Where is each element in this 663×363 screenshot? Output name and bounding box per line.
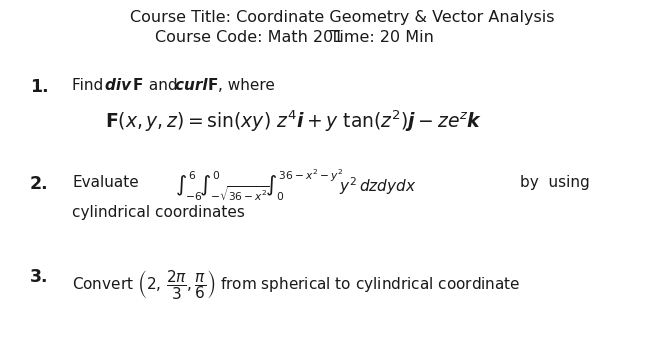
Text: 2.: 2. xyxy=(30,175,48,193)
Text: 1.: 1. xyxy=(30,78,48,96)
Text: 3.: 3. xyxy=(30,268,48,286)
Text: Evaluate: Evaluate xyxy=(72,175,139,190)
Text: Time: 20 Min: Time: 20 Min xyxy=(330,30,434,45)
Text: cylindrical coordinates: cylindrical coordinates xyxy=(72,205,245,220)
Text: F: F xyxy=(208,78,218,93)
Text: Find: Find xyxy=(72,78,108,93)
Text: by  using: by using xyxy=(520,175,590,190)
Text: Convert $\left(2,\,\dfrac{2\pi}{3},\dfrac{\pi}{6}\right)$ from spherical to cyli: Convert $\left(2,\,\dfrac{2\pi}{3},\dfra… xyxy=(72,268,520,301)
Text: $\mathbf{F}(x,y,z) = \mathrm{sin}(xy)\ z^4\boldsymbol{i} + y\ \mathrm{tan}(z^2)\: $\mathbf{F}(x,y,z) = \mathrm{sin}(xy)\ z… xyxy=(105,108,482,134)
Text: $\int_{-6}^{6}\!\int_{-\sqrt{36-x^2}}^{0}\!\int_{0}^{36-x^2-y^2}\!y^2\,dzdydx$: $\int_{-6}^{6}\!\int_{-\sqrt{36-x^2}}^{0… xyxy=(175,168,416,203)
Text: Course Title: Coordinate Geometry & Vector Analysis: Course Title: Coordinate Geometry & Vect… xyxy=(130,10,554,25)
Text: Course Code: Math 201: Course Code: Math 201 xyxy=(155,30,343,45)
Text: and: and xyxy=(144,78,182,93)
Text: div: div xyxy=(105,78,137,93)
Text: , where: , where xyxy=(218,78,275,93)
Text: F: F xyxy=(133,78,143,93)
Text: curl: curl xyxy=(175,78,213,93)
